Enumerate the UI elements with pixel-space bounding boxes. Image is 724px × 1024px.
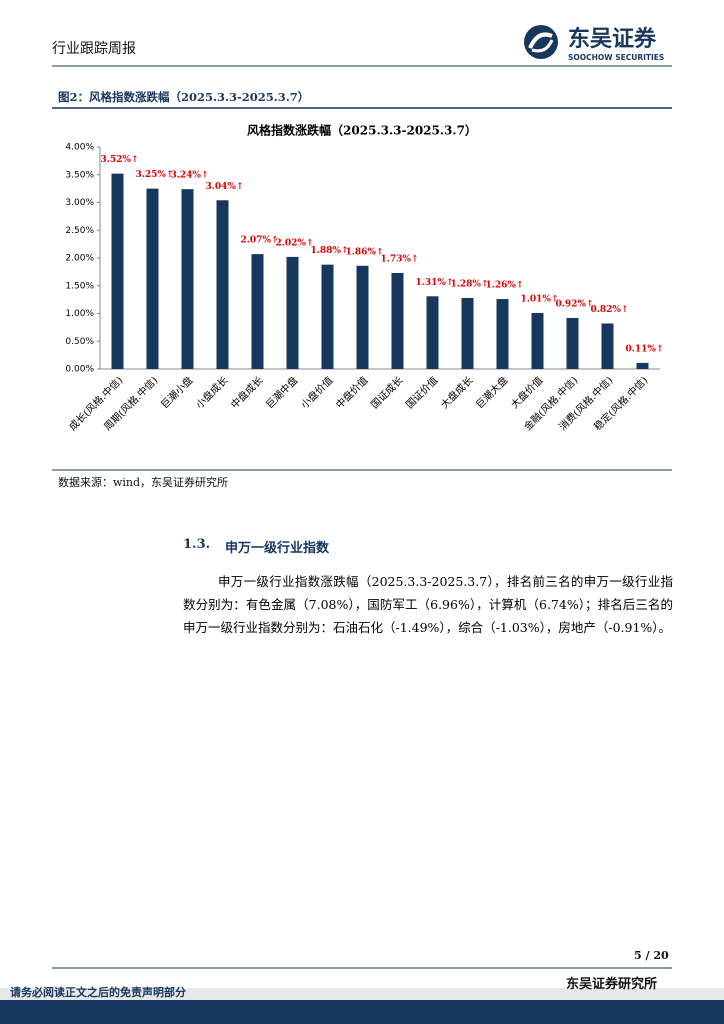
paragraph: 申万一级行业指数涨跌幅（2025.3.3-2025.3.7），排名前三名的申万一… [183,574,673,635]
x-tick-label: 国证价值 [403,374,440,411]
x-tick-label: 巨潮小盘 [158,374,195,411]
y-tick-label: 2.00% [65,254,94,264]
value-label: 0.92%↑ [555,299,593,309]
footer-bar [0,1000,724,1024]
bar [146,188,159,369]
brand: 东吴证券 [568,26,657,52]
value-label: 1.31%↑ [415,278,453,288]
bar [286,256,299,369]
x-tick-label: 小盘价值 [298,374,335,411]
y-tick-label: 3.00% [65,198,94,208]
value-label: 3.25%↑ [135,170,173,180]
bar [566,317,579,369]
bar [251,254,264,369]
bar [601,323,614,369]
value-label: 1.73%↑ [380,254,418,264]
bar [321,264,334,369]
y-tick-label: 2.50% [65,226,94,236]
x-tick-label: 中盘价值 [333,374,370,411]
y-tick-label: 0.50% [65,337,94,347]
bar [461,297,474,369]
y-tick-label: 1.50% [65,281,94,291]
chart-title: 风格指数涨跌幅（2025.3.3-2025.3.7） [247,123,477,138]
x-tick-label: 国证成长 [369,374,406,411]
y-tick-label: 3.50% [65,170,94,180]
footer-org: 东吴证券研究所 [566,977,658,992]
brand-en: SOOCHOW SECURITIES [568,53,664,62]
report-type: 行业跟踪周报 [52,41,136,57]
value-label: 2.02%↑ [275,238,313,248]
y-tick-label: 1.00% [65,309,94,319]
bar [531,312,544,369]
x-tick-label: 中盘成长 [228,374,265,411]
value-label: 3.52%↑ [100,155,138,165]
bar [111,173,124,369]
bar [636,362,649,369]
value-label: 2.07%↑ [240,236,278,246]
bar [496,299,509,369]
value-label: 3.24%↑ [170,171,208,181]
bar [181,189,194,369]
figure-caption: 图2：风格指数涨跌幅（2025.3.3-2025.3.7） [58,90,310,104]
value-label: 0.11%↑ [625,344,663,354]
x-tick-label: 小盘成长 [193,374,230,411]
x-tick-label: 巨潮中盘 [263,374,300,411]
figure-source: 数据来源：wind，东吴证券研究所 [58,476,229,489]
value-label: 1.86%↑ [345,247,383,257]
disclaimer: 请务必阅读正文之后的免责声明部分 [10,986,186,999]
bar [216,200,229,369]
section-title: 申万一级行业指数 [225,541,330,556]
value-label: 1.28%↑ [450,279,488,289]
y-tick-label: 4.00% [65,143,94,153]
value-label: 1.01%↑ [520,294,558,304]
x-tick-label: 巨潮大盘 [473,374,510,411]
page-number: 5 / 20 [634,949,669,962]
value-label: 1.26%↑ [485,281,523,291]
value-label: 1.88%↑ [310,246,348,256]
logo-mark [524,25,558,59]
bar [426,296,439,369]
value-label: 0.82%↑ [590,305,628,315]
y-tick-label: 0.00% [65,365,94,375]
x-tick-label: 大盘价值 [508,374,545,411]
value-label: 3.04%↑ [205,182,243,192]
section-number: 1.3. [183,537,211,552]
x-tick-label: 大盘成长 [438,374,475,411]
bar [356,265,369,369]
bar [391,272,404,369]
